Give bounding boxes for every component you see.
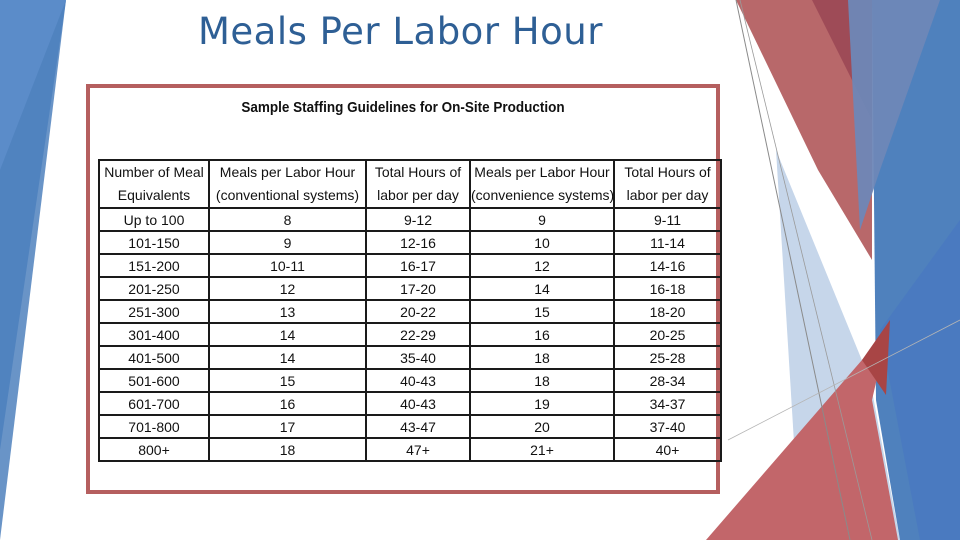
table-cell: 35-40 — [365, 345, 471, 370]
table-cell: 19 — [469, 391, 615, 416]
column-header-line: (convenience systems) — [471, 187, 614, 203]
table-cell: 40-43 — [365, 391, 471, 416]
table-cell: 14-16 — [613, 253, 722, 278]
column-header-line: labor per day — [626, 187, 709, 203]
table-cell: 18 — [469, 345, 615, 370]
column-header-line: Number of Meal — [104, 164, 204, 180]
staffing-table: Number of Meal Equivalents Meals per Labo… — [98, 159, 722, 462]
table-cell: 28-34 — [613, 368, 722, 393]
table-cell: 9 — [208, 230, 367, 255]
table-cell: 101-150 — [98, 230, 210, 255]
slide-title: Meals Per Labor Hour — [198, 10, 603, 53]
table-cell: 22-29 — [365, 322, 471, 347]
table-cell: 47+ — [365, 437, 471, 462]
table-cell: 16 — [469, 322, 615, 347]
column-header-line: Total Hours of — [624, 164, 711, 180]
deco-line — [735, 0, 851, 540]
column-header: Meals per Labor Hour (convenience systems… — [469, 159, 615, 209]
table-cell: 16-18 — [613, 276, 722, 301]
deco-line — [727, 319, 960, 441]
table-row: 701-800 17 43-47 20 37-40 — [98, 414, 722, 439]
table-cell: 14 — [208, 322, 367, 347]
table-row: 800+ 18 47+ 21+ 40+ — [98, 437, 722, 462]
table-cell: 8 — [208, 207, 367, 232]
table-cell: 40+ — [613, 437, 722, 462]
table-row: Up to 100 8 9-12 9 9-11 — [98, 207, 722, 232]
column-header-line: Meals per Labor Hour — [219, 164, 356, 180]
table-cell: 251-300 — [98, 299, 210, 324]
table-cell: 9-11 — [613, 207, 722, 232]
table-cell: 10 — [469, 230, 615, 255]
column-header: Number of Meal Equivalents — [98, 159, 210, 209]
column-header: Meals per Labor Hour (conventional system… — [208, 159, 367, 209]
table-cell: 11-14 — [613, 230, 722, 255]
left-blue-shard-light — [0, 0, 66, 540]
table-cell: 501-600 — [98, 368, 210, 393]
table-cell: 20-25 — [613, 322, 722, 347]
table-heading: Sample Staffing Guidelines for On-Site P… — [241, 99, 565, 116]
table-cell: 201-250 — [98, 276, 210, 301]
table-cell: 20-22 — [365, 299, 471, 324]
table-cell: 800+ — [98, 437, 210, 462]
table-cell: 18 — [469, 368, 615, 393]
table-cell: 21+ — [469, 437, 615, 462]
table-cell: 18-20 — [613, 299, 722, 324]
table-cell: 20 — [469, 414, 615, 439]
table-cell: 40-43 — [365, 368, 471, 393]
staffing-table-figure: Sample Staffing Guidelines for On-Site P… — [86, 84, 722, 494]
table-header-row: Number of Meal Equivalents Meals per Labo… — [98, 159, 722, 209]
table-cell: 151-200 — [98, 253, 210, 278]
table-cell: 301-400 — [98, 322, 210, 347]
table-cell: 12 — [469, 253, 615, 278]
table-cell: 701-800 — [98, 414, 210, 439]
column-header-line: labor per day — [377, 187, 459, 203]
table-cell: 17 — [208, 414, 367, 439]
table-cell: 34-37 — [613, 391, 722, 416]
right-blue-mid-shard — [848, 0, 940, 230]
deco-line — [739, 0, 873, 540]
bottom-red-shard — [706, 330, 898, 540]
table-cell: 25-28 — [613, 345, 722, 370]
table-cell: 14 — [469, 276, 615, 301]
table-cell: 12-16 — [365, 230, 471, 255]
column-header-line: Meals per Labor Hour — [474, 164, 610, 180]
table-cell: 43-47 — [365, 414, 471, 439]
table-cell: 10-11 — [208, 253, 367, 278]
table-cell: 18 — [208, 437, 367, 462]
table-cell: 401-500 — [98, 345, 210, 370]
table-row: 101-150 9 12-16 10 11-14 — [98, 230, 722, 255]
column-header-line: Total Hours of — [374, 164, 462, 180]
table-row: 251-300 13 20-22 15 18-20 — [98, 299, 722, 324]
table-cell: 9 — [469, 207, 615, 232]
table-cell: 16 — [208, 391, 367, 416]
right-red-shard — [736, 0, 872, 260]
table-cell: 12 — [208, 276, 367, 301]
table-cell: 15 — [469, 299, 615, 324]
column-header-line: Equivalents — [117, 187, 191, 203]
table-cell: 9-12 — [365, 207, 471, 232]
table-cell: 14 — [208, 345, 367, 370]
table-cell: 16-17 — [365, 253, 471, 278]
table-row: 601-700 16 40-43 19 34-37 — [98, 391, 722, 416]
table-cell: 601-700 — [98, 391, 210, 416]
table-row: 201-250 12 17-20 14 16-18 — [98, 276, 722, 301]
table-cell: 13 — [208, 299, 367, 324]
column-header: Total Hours of labor per day — [613, 159, 722, 209]
right-blue-lower-shard — [880, 220, 960, 540]
table-cell: 37-40 — [613, 414, 722, 439]
table-cell: Up to 100 — [98, 207, 210, 232]
table-row: 401-500 14 35-40 18 25-28 — [98, 345, 722, 370]
table-row: 151-200 10-11 16-17 12 14-16 — [98, 253, 722, 278]
column-header: Total Hours of labor per day — [365, 159, 471, 209]
column-header-line: (conventional systems) — [215, 187, 360, 203]
table-cell: 17-20 — [365, 276, 471, 301]
table-cell: 15 — [208, 368, 367, 393]
table-row: 301-400 14 22-29 16 20-25 — [98, 322, 722, 347]
bottom-red-dark-shard — [862, 320, 890, 395]
table-row: 501-600 15 40-43 18 28-34 — [98, 368, 722, 393]
